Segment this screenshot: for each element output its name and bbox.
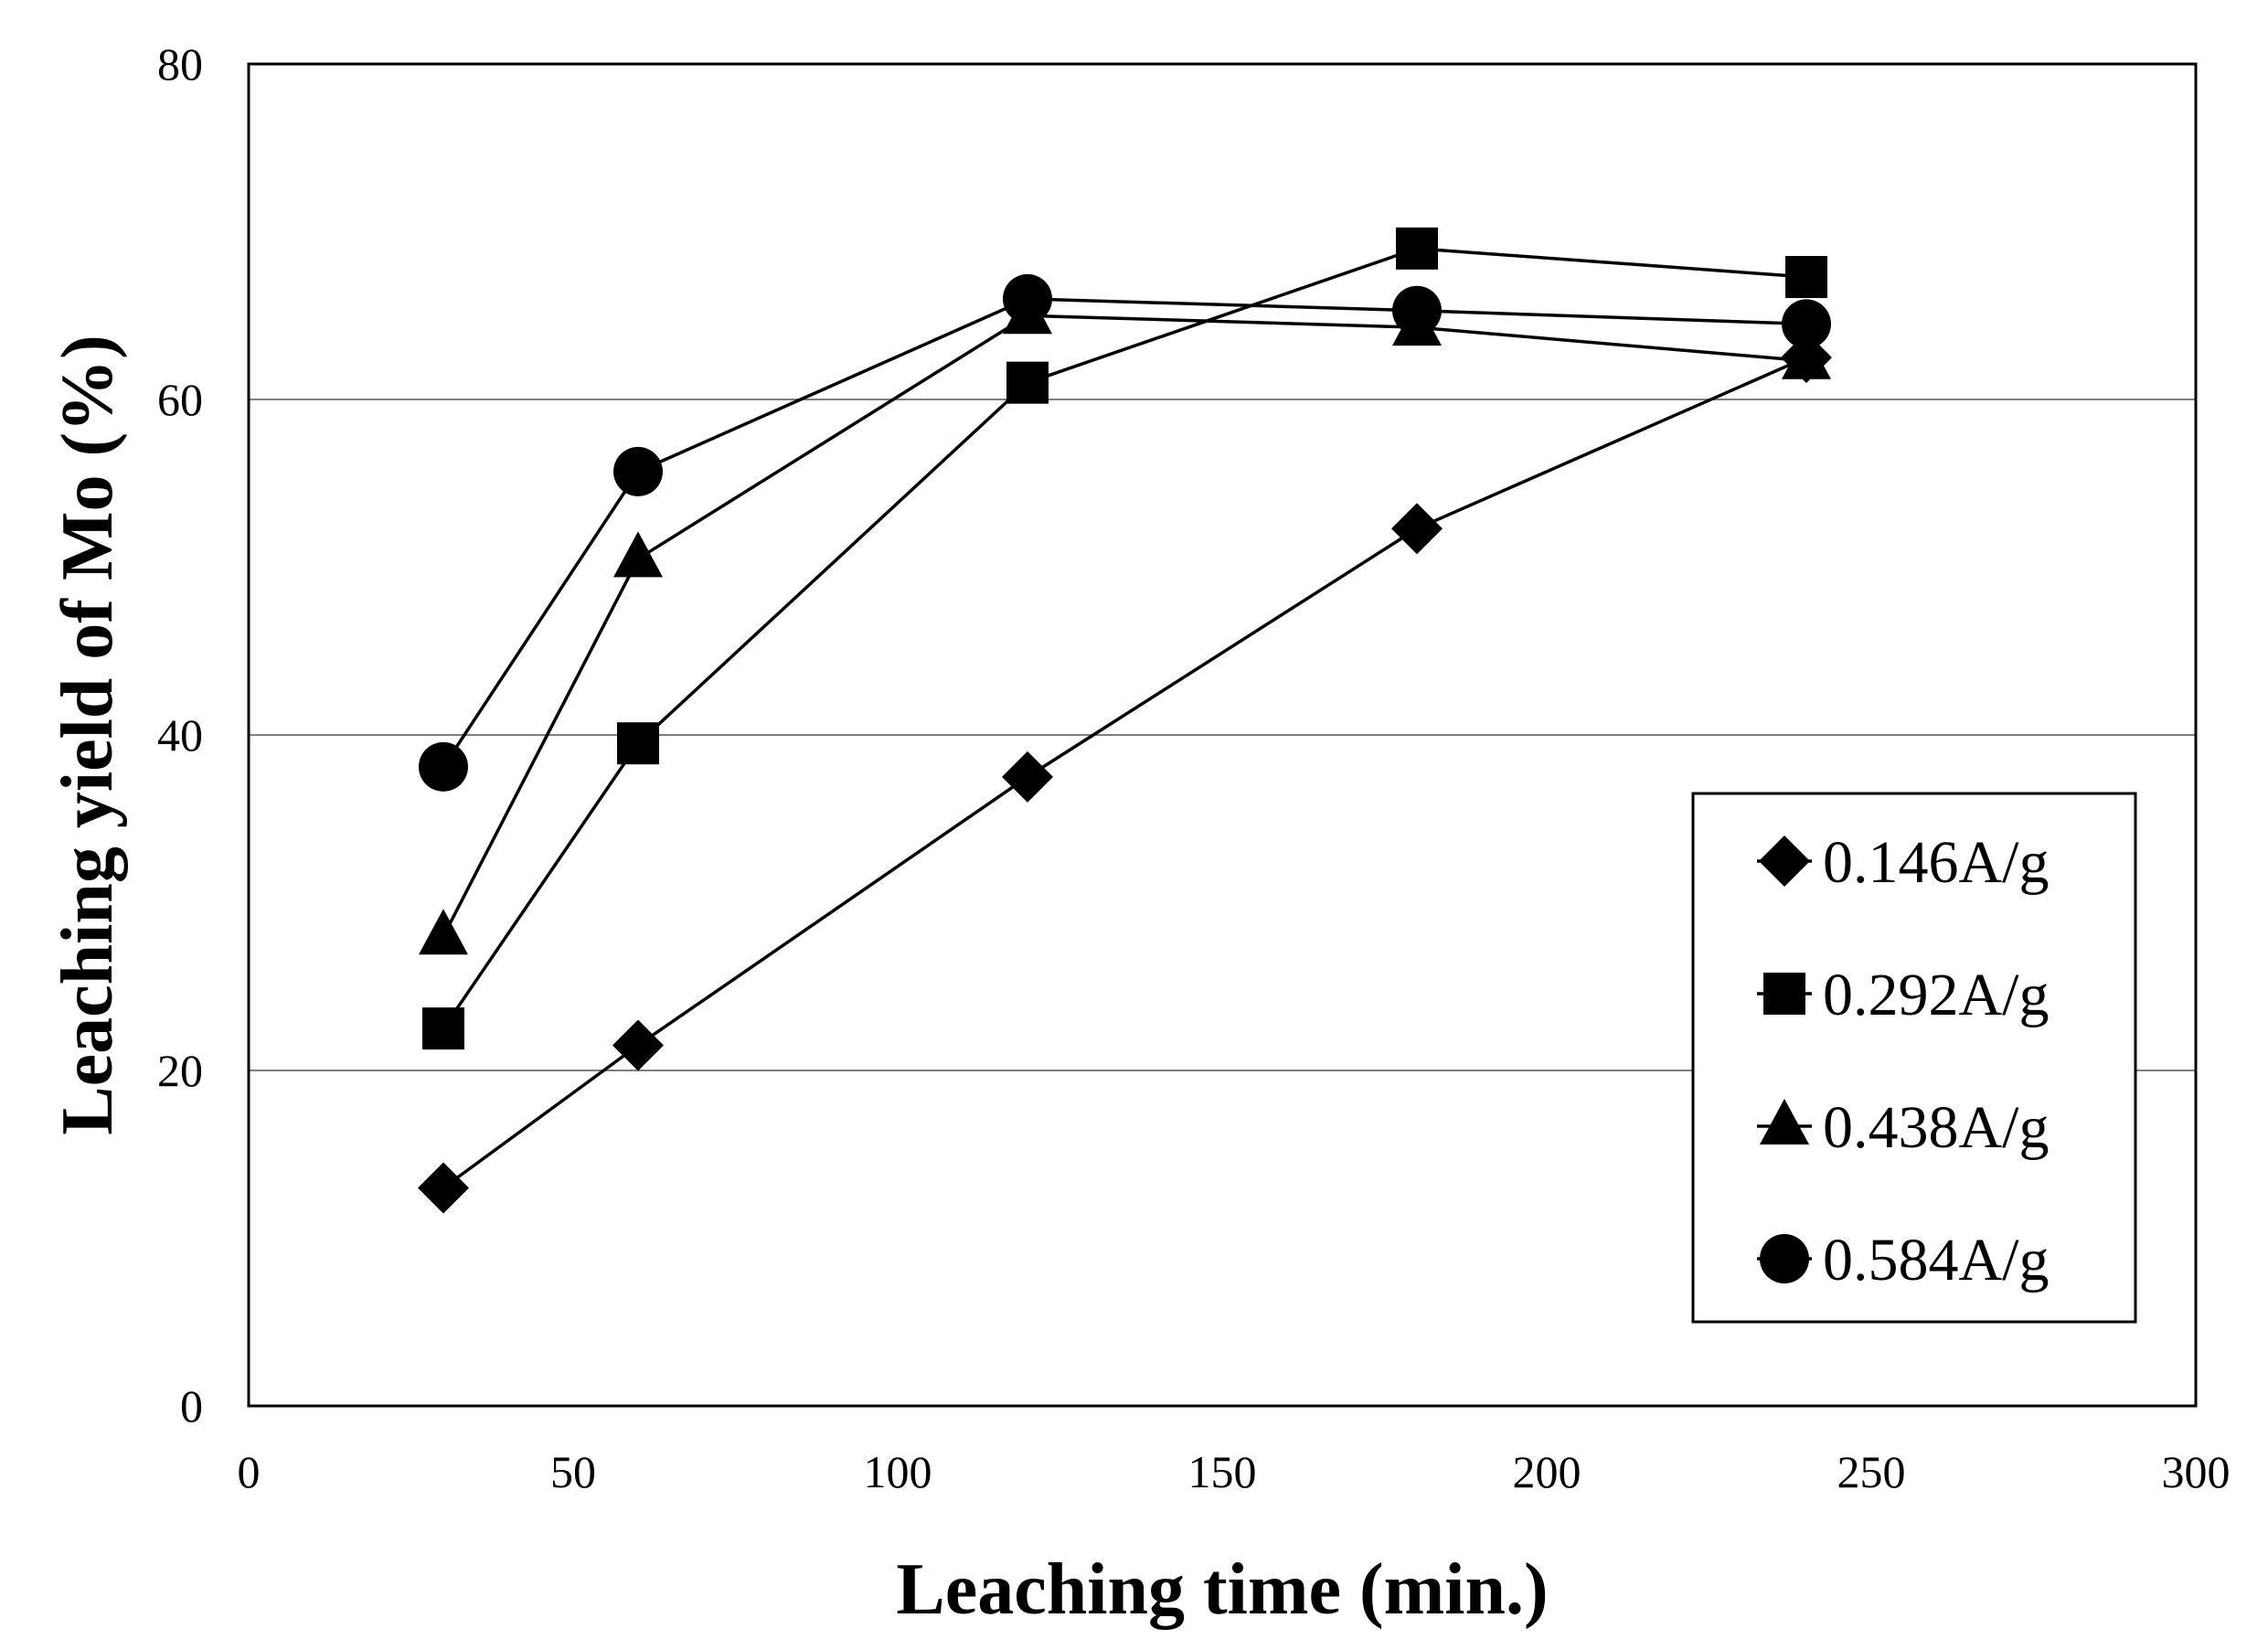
series-0.584A/g [419,273,1831,792]
x-axis-title: Leaching time (min.) [896,1549,1548,1630]
data-point-triangle [613,531,663,578]
x-tick-label: 200 [1513,1446,1581,1497]
data-point-triangle [1782,333,1831,379]
legend-label: 0.292A/g [1823,962,2050,1028]
data-point-square [1006,361,1049,404]
data-point-square [1396,227,1438,270]
x-tick-label: 250 [1837,1446,1906,1497]
data-point-diamond [1002,750,1053,803]
data-point-triangle [419,909,468,955]
y-tick-label: 20 [157,1045,203,1096]
data-point-circle [1003,273,1052,324]
x-tick-label: 50 [550,1446,596,1497]
legend-label: 0.438A/g [1823,1094,2050,1161]
data-point-diamond [418,1162,469,1214]
legend-box [1691,792,2137,1324]
data-series [418,227,1832,1214]
legend-marker-square [1763,973,1805,1015]
data-point-circle [419,741,468,792]
x-tick-label: 0 [238,1446,261,1497]
x-tick-label: 100 [864,1446,932,1497]
legend-label: 0.146A/g [1823,829,2050,896]
legend-marker-circle [1760,1234,1809,1283]
data-point-square [1785,256,1827,299]
data-point-square [422,1007,464,1050]
legend: 0.146A/g 0.292A/g 0.438A/g 0.584A/g [1691,792,2137,1324]
legend-item: 0.438A/g [1757,1094,2050,1161]
y-tick-label: 40 [157,709,203,761]
legend-label: 0.584A/g [1823,1227,2050,1293]
x-tick-label: 150 [1188,1446,1257,1497]
x-tick-label: 300 [2162,1446,2231,1497]
data-point-circle [1392,285,1442,335]
data-point-circle [1782,299,1831,349]
legend-marker-triangle [1760,1099,1809,1144]
data-point-square [617,722,659,765]
plot-area-frame [247,62,2198,1408]
y-tick-label: 0 [180,1380,203,1432]
y-tick-label: 80 [157,38,203,90]
series-0.292A/g [422,227,1827,1050]
legend-marker-diamond [1759,836,1810,887]
legend-item: 0.292A/g [1757,962,2050,1028]
y-tick-label: 60 [157,374,203,425]
legend-item: 0.584A/g [1757,1227,2050,1293]
data-point-diamond [612,1019,664,1071]
tick-labels: 0 20 40 60 80 0 50 100 150 200 250 300 [157,38,2231,1497]
data-point-circle [613,446,663,496]
data-point-diamond [1391,503,1443,555]
y-axis-title: Leaching yield of Mo (%) [48,335,128,1134]
legend-item: 0.146A/g [1757,829,2050,896]
